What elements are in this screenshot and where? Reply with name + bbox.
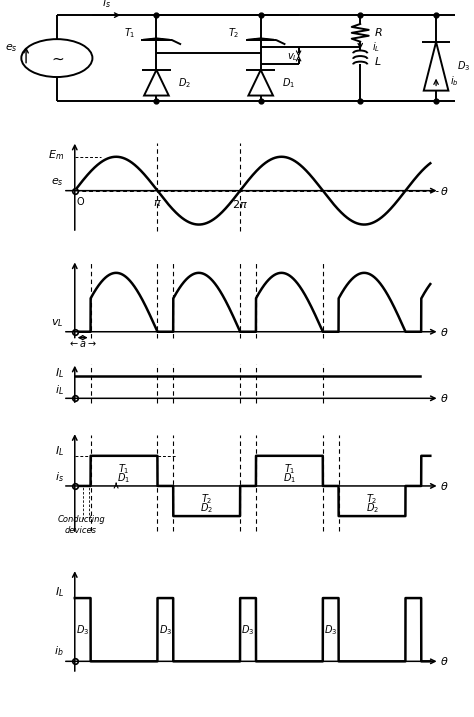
Text: O: O [77, 196, 84, 206]
Text: $i_b$: $i_b$ [54, 645, 64, 658]
Text: $\theta$: $\theta$ [440, 185, 449, 196]
Text: $e_s$: $e_s$ [5, 42, 18, 54]
Text: $R$: $R$ [374, 26, 382, 37]
Text: $\theta$: $\theta$ [440, 480, 449, 492]
Text: $D_1$: $D_1$ [282, 76, 295, 90]
Text: $i_b$: $i_b$ [450, 74, 459, 87]
Text: $i_L$: $i_L$ [55, 384, 64, 397]
Text: $I_L$: $I_L$ [55, 445, 64, 458]
Text: $T_1$: $T_1$ [118, 462, 130, 476]
Text: $i_s$: $i_s$ [102, 0, 111, 10]
Text: $D_3$: $D_3$ [457, 60, 471, 73]
Text: $D_3$: $D_3$ [324, 623, 337, 637]
Text: $T_1$: $T_1$ [283, 462, 295, 476]
Text: $\theta$: $\theta$ [440, 326, 449, 338]
Text: $\leftarrow a \rightarrow$: $\leftarrow a \rightarrow$ [68, 339, 98, 349]
Text: $i_L$: $i_L$ [372, 41, 380, 54]
Text: $v_L$: $v_L$ [51, 317, 64, 329]
Text: $D_2$: $D_2$ [200, 502, 213, 516]
Text: $D_1$: $D_1$ [283, 472, 296, 485]
Text: $\pi$: $\pi$ [153, 198, 162, 208]
Text: $\sim$: $\sim$ [49, 51, 65, 65]
Text: $2\pi$: $2\pi$ [232, 198, 248, 210]
Text: $\theta$: $\theta$ [440, 655, 449, 668]
Text: $D_2$: $D_2$ [365, 502, 379, 516]
Text: Conducting
devices: Conducting devices [57, 516, 105, 535]
Text: $D_2$: $D_2$ [178, 76, 191, 90]
Text: $T_2$: $T_2$ [366, 493, 378, 506]
Text: $D_3$: $D_3$ [241, 623, 255, 637]
Text: $D_1$: $D_1$ [118, 472, 130, 485]
Text: $e_s$: $e_s$ [51, 176, 64, 188]
Text: $I_L$: $I_L$ [55, 366, 64, 380]
Text: $v_L$: $v_L$ [287, 51, 298, 62]
Text: $L$: $L$ [374, 54, 381, 67]
Text: $T_2$: $T_2$ [228, 27, 239, 40]
Text: $T_1$: $T_1$ [124, 27, 135, 40]
Text: $D_3$: $D_3$ [76, 623, 89, 637]
Text: $D_3$: $D_3$ [159, 623, 172, 637]
Text: $\theta$: $\theta$ [440, 392, 449, 404]
Text: $i_s$: $i_s$ [55, 470, 64, 485]
Text: $T_2$: $T_2$ [201, 493, 212, 506]
Text: $E_m$: $E_m$ [48, 148, 64, 162]
Text: $I_L$: $I_L$ [55, 585, 64, 599]
